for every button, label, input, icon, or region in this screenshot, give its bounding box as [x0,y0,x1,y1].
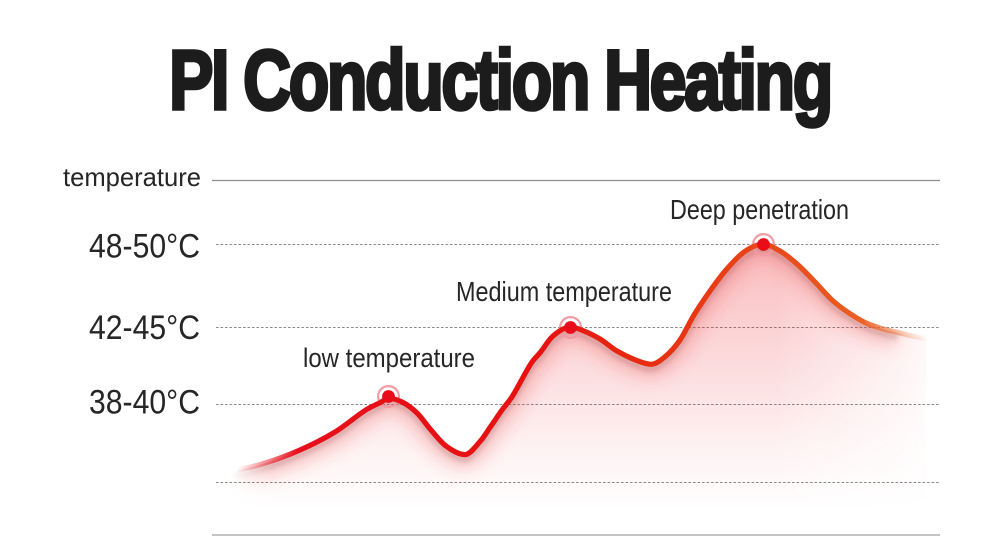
svg-text:48-50°C: 48-50°C [89,228,200,266]
svg-text:Deep penetration: Deep penetration [670,194,849,225]
svg-text:38-40°C: 38-40°C [89,384,200,422]
svg-text:temperature: temperature [63,162,201,192]
svg-text:low temperature: low temperature [303,343,475,373]
svg-text:Medium temperature: Medium temperature [456,276,672,307]
svg-text:42-45°C: 42-45°C [89,309,200,347]
